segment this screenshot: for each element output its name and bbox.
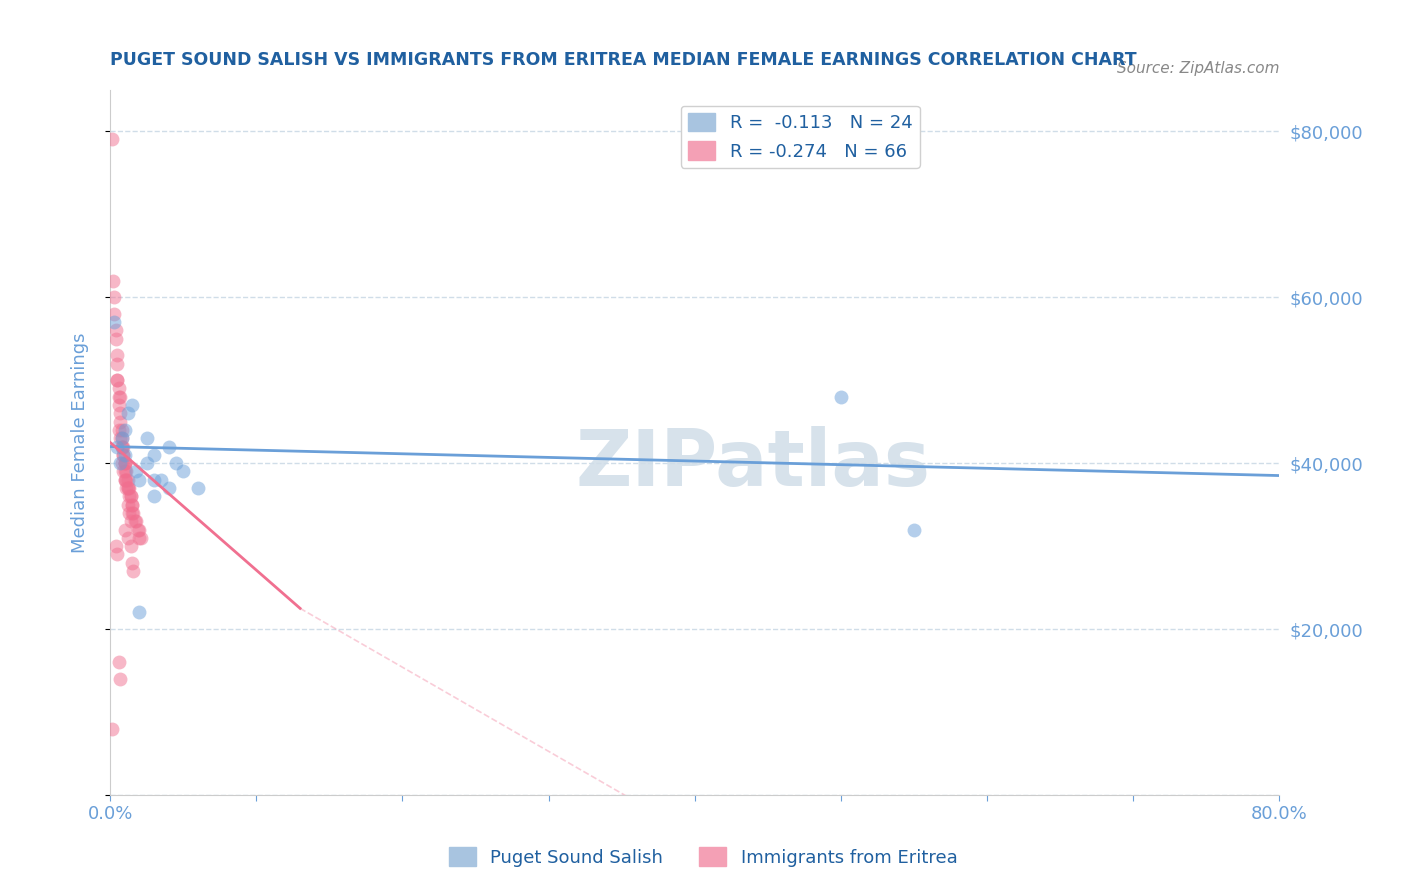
Point xyxy=(121,556,143,570)
Point xyxy=(124,514,146,528)
Point xyxy=(118,506,141,520)
Point xyxy=(117,498,139,512)
Point xyxy=(110,431,132,445)
Point xyxy=(830,390,852,404)
Point xyxy=(105,373,128,387)
Point xyxy=(112,448,135,462)
Point xyxy=(142,448,165,462)
Point xyxy=(127,523,149,537)
Point xyxy=(104,323,127,337)
Point xyxy=(101,274,124,288)
Point xyxy=(108,423,131,437)
Point xyxy=(110,672,132,686)
Point xyxy=(114,423,136,437)
Point xyxy=(118,489,141,503)
Point xyxy=(157,440,180,454)
Point xyxy=(111,440,134,454)
Point xyxy=(172,464,194,478)
Point xyxy=(150,473,173,487)
Text: Source: ZipAtlas.com: Source: ZipAtlas.com xyxy=(1116,61,1279,76)
Point xyxy=(903,523,925,537)
Point xyxy=(112,440,135,454)
Point xyxy=(114,523,136,537)
Point xyxy=(111,423,134,437)
Point xyxy=(110,390,132,404)
Point xyxy=(103,315,125,329)
Point xyxy=(108,655,131,669)
Point xyxy=(122,506,145,520)
Point xyxy=(120,489,142,503)
Point xyxy=(121,498,143,512)
Legend: R =  -0.113   N = 24, R = -0.274   N = 66: R = -0.113 N = 24, R = -0.274 N = 66 xyxy=(681,106,920,168)
Point xyxy=(129,531,152,545)
Point xyxy=(115,473,138,487)
Point xyxy=(122,564,145,578)
Point xyxy=(118,481,141,495)
Point xyxy=(100,132,122,146)
Point xyxy=(121,498,143,512)
Text: PUGET SOUND SALISH VS IMMIGRANTS FROM ERITREA MEDIAN FEMALE EARNINGS CORRELATION: PUGET SOUND SALISH VS IMMIGRANTS FROM ER… xyxy=(110,51,1136,69)
Point xyxy=(114,456,136,470)
Point xyxy=(104,332,127,346)
Point xyxy=(125,514,148,528)
Point xyxy=(117,531,139,545)
Point xyxy=(112,464,135,478)
Point xyxy=(100,722,122,736)
Point xyxy=(128,606,150,620)
Legend: Puget Sound Salish, Immigrants from Eritrea: Puget Sound Salish, Immigrants from Erit… xyxy=(441,840,965,874)
Point xyxy=(108,381,131,395)
Point xyxy=(112,448,135,462)
Point xyxy=(114,473,136,487)
Point xyxy=(103,307,125,321)
Point xyxy=(125,464,148,478)
Point xyxy=(121,398,143,412)
Point xyxy=(120,539,142,553)
Point xyxy=(108,390,131,404)
Point xyxy=(104,539,127,553)
Point xyxy=(110,456,132,470)
Point xyxy=(103,290,125,304)
Point xyxy=(110,415,132,429)
Point xyxy=(108,398,131,412)
Point xyxy=(135,456,157,470)
Point xyxy=(117,481,139,495)
Point xyxy=(187,481,209,495)
Point xyxy=(105,548,128,562)
Point xyxy=(114,448,136,462)
Point xyxy=(114,473,136,487)
Point xyxy=(105,348,128,362)
Point xyxy=(105,373,128,387)
Point xyxy=(128,523,150,537)
Point xyxy=(114,464,136,478)
Point xyxy=(135,431,157,445)
Y-axis label: Median Female Earnings: Median Female Earnings xyxy=(72,332,89,553)
Point xyxy=(105,440,128,454)
Point xyxy=(117,481,139,495)
Point xyxy=(165,456,187,470)
Point xyxy=(121,506,143,520)
Point xyxy=(114,456,136,470)
Point xyxy=(111,431,134,445)
Point xyxy=(114,456,136,470)
Point xyxy=(157,481,180,495)
Point xyxy=(120,489,142,503)
Point xyxy=(128,473,150,487)
Point xyxy=(115,481,138,495)
Point xyxy=(142,473,165,487)
Point xyxy=(105,357,128,371)
Text: ZIPatlas: ZIPatlas xyxy=(575,425,931,501)
Point xyxy=(111,456,134,470)
Point xyxy=(111,431,134,445)
Point xyxy=(110,406,132,420)
Point xyxy=(117,473,139,487)
Point xyxy=(117,406,139,420)
Point xyxy=(120,514,142,528)
Point xyxy=(128,531,150,545)
Point xyxy=(115,464,138,478)
Point xyxy=(142,489,165,503)
Point xyxy=(111,440,134,454)
